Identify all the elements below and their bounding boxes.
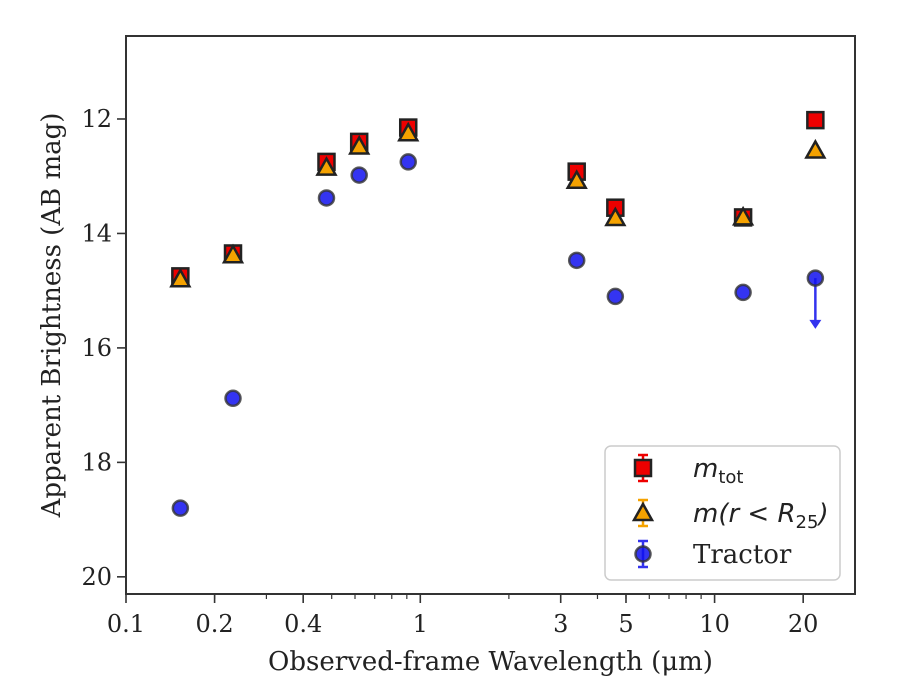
y-tick-label: 12 [81, 105, 112, 133]
y-tick-label: 20 [81, 563, 112, 591]
data-point-tractor [171, 499, 190, 517]
data-point-mr25 [804, 138, 827, 159]
data-point-mr25 [221, 243, 245, 264]
data-point-mr25 [397, 121, 420, 142]
y-tick-label: 14 [81, 219, 112, 247]
plot-frame [125, 35, 856, 595]
legend-marker-mr25 [631, 501, 655, 522]
upper-limit-arrowhead [809, 319, 822, 329]
data-point-mr25 [565, 169, 588, 190]
legend-marker-mtot [633, 458, 653, 478]
data-point-tractor [567, 251, 586, 270]
series-tractor [171, 153, 825, 517]
y-axis-label: Apparent Brightness (AB mag) [37, 113, 67, 519]
data-point-mr25 [604, 206, 627, 227]
legend-marker-tractor [634, 545, 652, 563]
y-tick-label: 18 [81, 448, 112, 476]
x-tick-label: 5 [618, 610, 633, 638]
y-tick-label: 16 [81, 334, 112, 362]
legend-mr25-sub: 25 [796, 512, 819, 533]
x-tick-label: 1 [413, 610, 428, 638]
x-tick-label: 0.1 [107, 610, 145, 638]
legend-label-mtot: mtot [693, 454, 743, 488]
legend-mtot-sub: tot [718, 467, 743, 488]
x-tick-label: 0.2 [196, 610, 234, 638]
x-axis-label: Observed-frame Wavelength (μm) [268, 647, 713, 677]
data-point-mr25 [169, 267, 192, 288]
data-point-tractor [734, 283, 752, 302]
data-point-tractor [806, 269, 825, 287]
legend-label-tractor: Tractor [693, 540, 792, 570]
x-tick-label: 20 [788, 610, 819, 638]
legend-label-mr25: m(r < R25) [693, 499, 829, 533]
x-tick-label: 10 [699, 610, 730, 638]
legend-mr25-main: m(r < R [693, 499, 796, 529]
data-point-tractor [399, 153, 417, 171]
data-point-tractor [606, 287, 625, 306]
legend-symbols [631, 453, 655, 569]
data-point-tractor [350, 166, 368, 184]
data-point-tractor [224, 389, 242, 408]
x-tick-label: 3 [553, 610, 568, 638]
legend-mr25-close: ) [816, 499, 828, 529]
data-point-mr25 [348, 134, 371, 155]
data-point-mr25 [731, 205, 755, 226]
data-point-mr25 [315, 156, 338, 176]
legend-mtot-main: m [693, 454, 718, 484]
ticks-layer: 0.1 0.2 0.4 1 3 5 10 20 12 14 16 18 20 [81, 105, 818, 638]
legend-box [604, 445, 841, 581]
data-point-tractor [317, 189, 336, 207]
data-point-mtot [806, 110, 825, 130]
x-tick-label: 0.4 [284, 610, 322, 638]
series-mr25 [169, 121, 827, 288]
legend: mtot m(r < R25) Tractor [604, 445, 841, 581]
plot-layer [169, 110, 827, 517]
